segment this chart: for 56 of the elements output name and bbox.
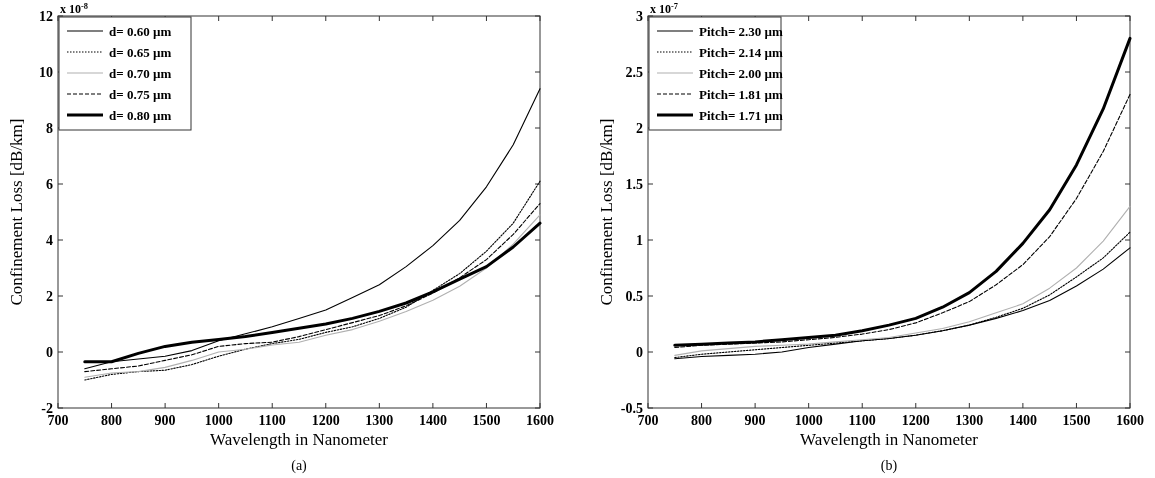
x-tick-label: 1100	[848, 413, 876, 428]
legend-label: d= 0.60 µm	[109, 24, 172, 39]
x-tick-label: 700	[47, 413, 69, 428]
x-tick-label: 1400	[418, 413, 447, 428]
x-tick-label: 700	[637, 413, 659, 428]
x-tick-label: 1600	[1116, 413, 1144, 428]
x-tick-label: 1300	[955, 413, 984, 428]
x-tick-label: 1200	[901, 413, 930, 428]
text: (b)	[880, 458, 898, 474]
x-tick-label: 1000	[204, 413, 233, 428]
y-tick-label: 2	[636, 121, 643, 136]
legend-label: Pitch= 2.14 µm	[699, 45, 784, 60]
x-tick-label: 1500	[1062, 413, 1091, 428]
y-tick-label: 3	[636, 9, 643, 24]
legend-label: Pitch= 1.71 µm	[699, 108, 784, 123]
y-tick-label: 0	[46, 345, 53, 360]
line-series	[84, 180, 541, 381]
x-tick-label: 1200	[311, 413, 340, 428]
legend-label: Pitch= 2.30 µm	[699, 24, 784, 39]
x-tick-label: 1300	[365, 413, 394, 428]
legend-label: d= 0.65 µm	[109, 45, 172, 60]
x-tick-label: 1500	[472, 413, 501, 428]
y-tick-label: -0.5	[620, 401, 643, 416]
legend-label: d= 0.70 µm	[109, 66, 172, 81]
x-tick-label: 900	[744, 413, 766, 428]
y-tick-label: 10	[39, 65, 53, 80]
legend-label: d= 0.80 µm	[109, 108, 172, 123]
y-tick-label: 1.5	[625, 177, 643, 192]
y-tick-label: 4	[46, 233, 53, 248]
line-series	[674, 205, 1131, 356]
y-tick-label: 1	[636, 233, 643, 248]
y-axis-title: Confinement Loss [dB/km]	[7, 118, 26, 306]
x-axis-title: Wavelength in Nanometer	[209, 430, 389, 449]
y-tick-label: 2.5	[625, 65, 643, 80]
annotation: x 10$^{-7}$	[650, 1, 678, 16]
x-tick-label: 900	[154, 413, 176, 428]
x-tick-label: 1400	[1008, 413, 1037, 428]
annotation: x 10$^{-8}$	[60, 1, 88, 16]
y-tick-label: 12	[39, 9, 53, 24]
y-tick-label: 0.5	[625, 289, 643, 304]
y-tick-label: 0	[636, 345, 643, 360]
y-tick-label: 8	[46, 121, 53, 136]
x-tick-label: 1000	[794, 413, 823, 428]
x-tick-label: 1100	[258, 413, 286, 428]
text: (a)	[291, 458, 308, 474]
x-tick-label: 800	[101, 413, 123, 428]
y-tick-label: 6	[46, 177, 53, 192]
legend-label: d= 0.75 µm	[109, 87, 172, 102]
y-tick-label: 2	[46, 289, 53, 304]
x-tick-label: 800	[691, 413, 713, 428]
x-axis-title: Wavelength in Nanometer	[799, 430, 979, 449]
x-tick-label: 1600	[526, 413, 554, 428]
legend-label: Pitch= 1.81 µm	[699, 87, 784, 102]
y-tick-label: -2	[41, 401, 53, 416]
y-axis-title: Confinement Loss [dB/km]	[597, 118, 616, 306]
legend-label: Pitch= 2.00 µm	[699, 66, 784, 81]
